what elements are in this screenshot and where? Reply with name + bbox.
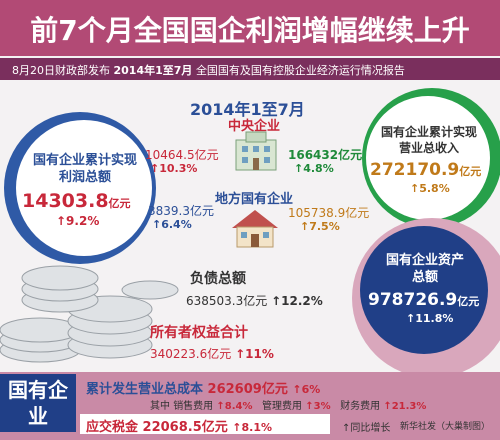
expenses-line: 其中 销售费用 ↑8.4% 管理费用 ↑3% 财务费用 ↑21.3% bbox=[150, 397, 426, 412]
assets-number: 978726.9 bbox=[368, 290, 458, 310]
cost-line: 累计发生营业总成本 262609亿元 ↑6% bbox=[86, 378, 320, 397]
revenue-number: 272170.9 bbox=[370, 160, 460, 180]
expense-growth: ↑8.4% bbox=[216, 401, 253, 412]
assets-value: 978726.9亿元 bbox=[368, 290, 479, 310]
assets-growth: ↑11.8% bbox=[406, 312, 454, 325]
subtitle-prefix: 8月20日财政部发布 bbox=[12, 64, 110, 77]
central-profit: 10464.5亿元 bbox=[145, 148, 219, 162]
subtitle: 8月20日财政部发布 2014年1至7月 全国国有及国有控股企业经济运行情况报告 bbox=[12, 62, 405, 78]
tax-line: 应交税金 22068.5亿元 ↑8.1% bbox=[86, 416, 272, 435]
profit-growth: ↑9.2% bbox=[56, 214, 100, 228]
revenue-value: 272170.9亿元 bbox=[370, 160, 481, 180]
credit: 新华社发（大巢制图） bbox=[400, 422, 491, 432]
bottom-label-box bbox=[0, 374, 76, 432]
local-revenue: 105738.9亿元 bbox=[288, 206, 370, 220]
tax-growth: ↑8.1% bbox=[232, 421, 273, 434]
expense-growth: ↑3% bbox=[305, 401, 331, 412]
title: 前7个月全国国企利润增幅继续上升 bbox=[30, 14, 470, 47]
liabilities-label: 负债总额 bbox=[190, 271, 246, 287]
expense-name: 财务费用 bbox=[340, 401, 381, 412]
assets-label: 国有企业资产总额 bbox=[385, 253, 464, 285]
profit-unit: 亿元 bbox=[108, 197, 131, 210]
asset-circle bbox=[360, 226, 488, 354]
tax-value: 22068.5亿元 bbox=[142, 420, 228, 435]
profit-circle bbox=[16, 120, 152, 256]
building-icon bbox=[235, 131, 277, 171]
subtitle-suffix: 全国国有及国有控股企业经济运行情况报告 bbox=[195, 64, 405, 77]
equity-label: 所有者权益合计 bbox=[150, 325, 248, 341]
local-profit-growth: ↑6.4% bbox=[152, 218, 192, 231]
cost-growth: ↑6% bbox=[292, 383, 321, 396]
expenses-prefix: 其中 bbox=[150, 401, 170, 412]
house-icon bbox=[232, 210, 278, 248]
tax-box bbox=[80, 414, 330, 434]
assets-unit: 亿元 bbox=[457, 295, 480, 308]
liabilities-growth: ↑12.2% bbox=[271, 294, 323, 308]
expense-name: 管理费用 bbox=[262, 401, 303, 412]
local-label: 地方国有企业 bbox=[215, 192, 294, 207]
coins-illustration bbox=[0, 265, 179, 363]
profit-label: 国有企业累计实现利润总额 bbox=[32, 153, 137, 185]
central-profit-growth: ↑10.3% bbox=[150, 162, 198, 175]
central-revenue-growth: ↑4.8% bbox=[294, 162, 334, 175]
revenue-circle bbox=[366, 96, 490, 220]
liabilities-value: 638503.3亿元 bbox=[186, 294, 268, 308]
central-label: 中央企业 bbox=[228, 119, 281, 134]
profit-value: 14303.8亿元 bbox=[22, 190, 131, 212]
equity-value: 340223.6亿元 bbox=[150, 347, 232, 361]
cost-label: 累计发生营业总成本 bbox=[86, 382, 204, 397]
expense-name: 销售费用 bbox=[173, 401, 214, 412]
revenue-label: 国有企业累计实现营业总收入 bbox=[380, 125, 477, 155]
profit-number: 14303.8 bbox=[22, 190, 109, 212]
equity-line: 340223.6亿元 ↑11% bbox=[150, 345, 274, 362]
subtitle-band bbox=[0, 58, 500, 80]
local-profit: 3839.3亿元 bbox=[148, 204, 214, 218]
title-band bbox=[0, 0, 500, 56]
expense-growth: ↑21.3% bbox=[383, 401, 427, 412]
equity-growth: ↑11% bbox=[235, 347, 274, 361]
legend: ↑同比增长 bbox=[342, 423, 391, 434]
local-revenue-growth: ↑7.5% bbox=[300, 220, 340, 233]
period: 2014年1至7月 bbox=[190, 100, 305, 119]
liabilities-line: 638503.3亿元 ↑12.2% bbox=[186, 292, 323, 309]
central-revenue: 166432亿元 bbox=[288, 148, 363, 162]
subtitle-period: 2014年1至7月 bbox=[113, 64, 193, 77]
revenue-unit: 亿元 bbox=[459, 165, 482, 178]
revenue-growth: ↑5.8% bbox=[410, 182, 450, 195]
cost-value: 262609亿元 bbox=[207, 382, 288, 397]
bottom-label: 国有企业 bbox=[8, 378, 68, 428]
tax-label: 应交税金 bbox=[86, 420, 139, 435]
